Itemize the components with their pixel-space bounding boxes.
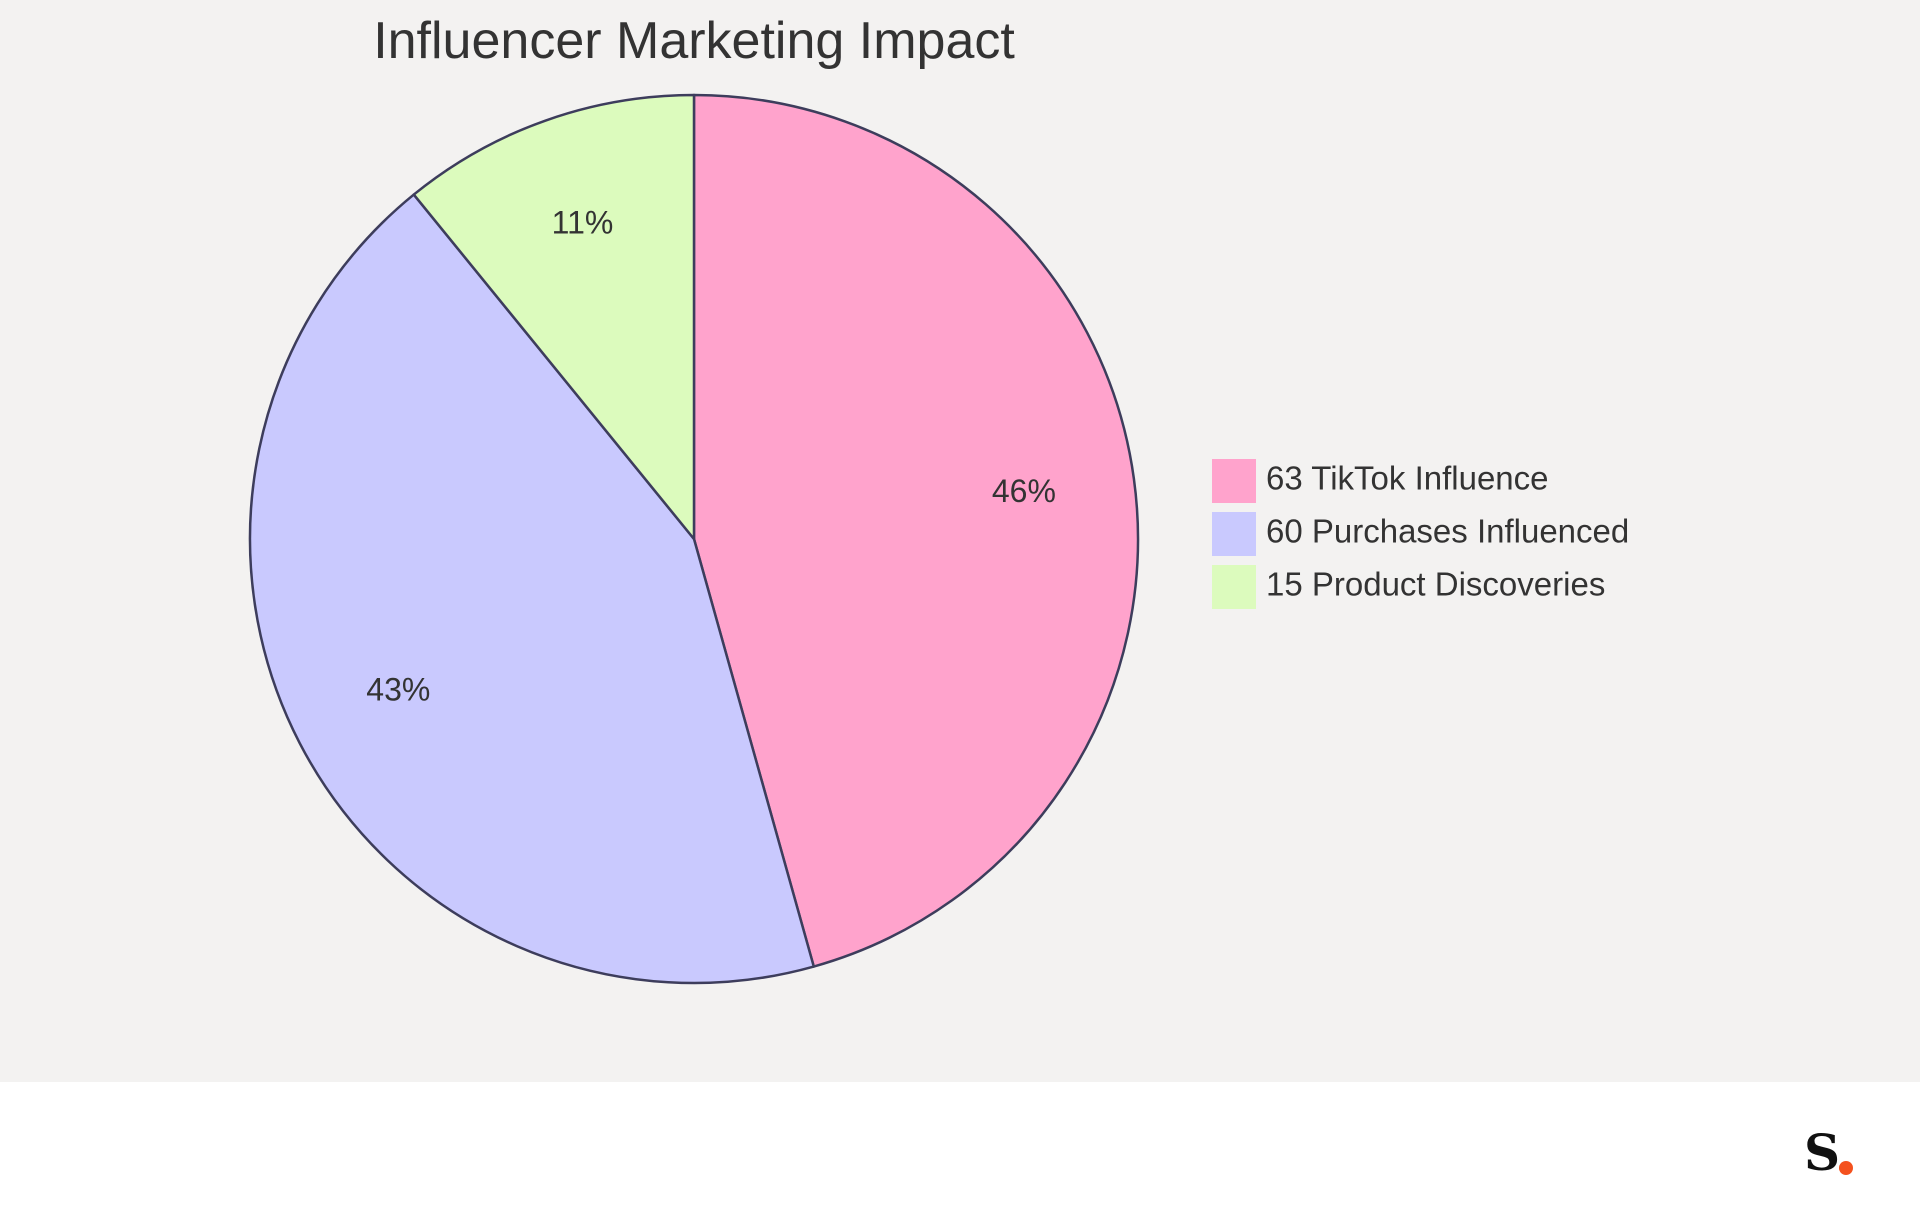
- chart-area: Influencer Marketing Impact 46% 43% 11% 63…: [0, 0, 1920, 1082]
- legend-swatch: [1212, 459, 1256, 503]
- chart-title: Influencer Marketing Impact: [373, 12, 1015, 70]
- pie-chart: Influencer Marketing Impact 46% 43% 11% 63…: [248, 12, 1629, 985]
- legend-label: 60 Purchases Influenced: [1266, 513, 1629, 550]
- pie-slice-tiktok-influence: [692, 93, 1140, 968]
- pie-slice-percent-label: 43%: [366, 672, 430, 708]
- legend-swatch: [1212, 565, 1256, 609]
- brand-logo-dot: [1839, 1161, 1853, 1175]
- pie-slices: [248, 93, 1140, 985]
- brand-logo-letter: S: [1804, 1123, 1841, 1182]
- pie-slice-purchases-influenced: [248, 193, 816, 985]
- legend-swatch: [1212, 512, 1256, 556]
- legend-label: 63 TikTok Influence: [1266, 460, 1549, 497]
- pie-slice-product-discoveries: [412, 93, 696, 541]
- pie-slice-labels: 46% 43% 11%: [366, 205, 1056, 708]
- legend-label: 15 Product Discoveries: [1266, 566, 1605, 603]
- pie-slice-percent-label: 11%: [552, 205, 614, 241]
- pie-slice-percent-label: 46%: [992, 473, 1056, 509]
- brand-logo: S: [1804, 1128, 1864, 1178]
- legend: 63 TikTok Influence 60 Purchases Influenc…: [1212, 459, 1629, 609]
- footer: [0, 1082, 1920, 1215]
